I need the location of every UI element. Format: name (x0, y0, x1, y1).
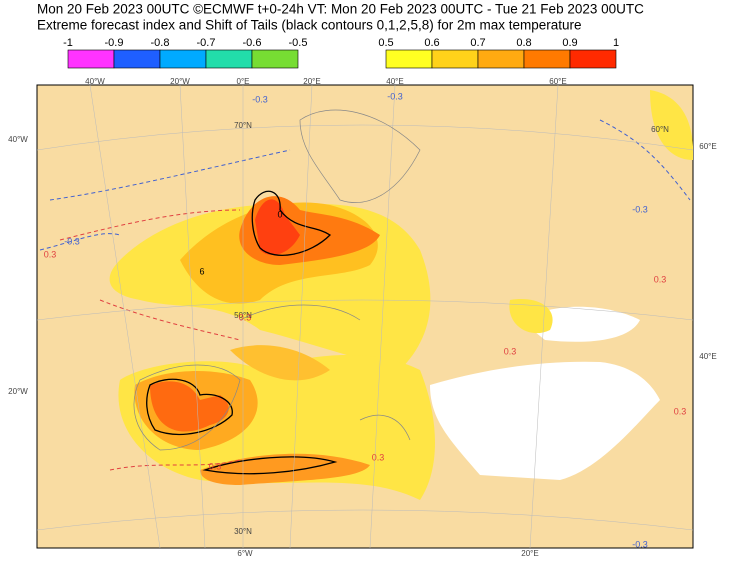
title: Mon 20 Feb 2023 00UTC ©ECMWF t+0-24h VT:… (37, 2, 644, 17)
coastline (133, 109, 421, 451)
contour-label: 0.3 (209, 461, 222, 471)
efi-dashed-contour (59, 209, 241, 471)
sot-contour (251, 190, 332, 256)
legend-label: -0.7 (197, 37, 216, 49)
legend-label: 0.5 (378, 37, 393, 49)
efi-dashed-contour (39, 119, 691, 251)
efi-area (150, 381, 229, 432)
contour-label: 0.3 (674, 406, 687, 416)
legend: -1 -0.9 -0.8 -0.7 -0.6 -0.5 0.5 0.6 0.7 0.8 0.9 1 (63, 37, 619, 69)
legend-label: -0.8 (151, 37, 170, 49)
subtitle: Extreme forecast index and Shift of Tail… (37, 18, 582, 33)
graticule-labels: 40°W 20°W 0°E 20°E 40°E 60°E 40°W 20°W 60°E 40°E 6… (8, 77, 717, 558)
legend-swatch (205, 49, 253, 69)
legend-label: -1 (63, 37, 73, 49)
legend-label: 1 (613, 37, 619, 49)
graticule-label: 40°E (699, 352, 716, 361)
contour-label: 0 (277, 209, 282, 219)
contour-label: 0.3 (44, 249, 57, 259)
legend-label: 0.6 (424, 37, 439, 49)
contour-label: -0.3 (632, 539, 648, 549)
legend-swatch (159, 49, 207, 69)
efi-area (230, 345, 330, 381)
graticule-label: 40°W (8, 135, 28, 144)
graticule-label: 20°W (8, 387, 28, 396)
sot-contour (146, 378, 233, 436)
legend-swatch (251, 49, 299, 69)
contour-label: -0.3 (252, 94, 268, 104)
graticule-label: 60°E (549, 77, 566, 86)
legend-swatch (477, 49, 525, 69)
contour-label: 0.3 (372, 452, 385, 462)
meridian (89, 85, 559, 548)
contour-label: -0.3 (632, 204, 648, 214)
sot-contour (202, 456, 338, 475)
graticule-label: 60°E (699, 142, 716, 151)
legend-label: 0.9 (562, 37, 577, 49)
legend-swatch (431, 49, 479, 69)
contour-label: 6 (199, 266, 204, 276)
efi-area (650, 90, 693, 160)
contour-label: 0.3 (654, 274, 667, 284)
legend-label: -0.6 (243, 37, 262, 49)
parallel (37, 124, 693, 531)
graticule-label: 20°W (170, 77, 190, 86)
map: 40°W 20°W 0°E 20°E 40°E 60°E 40°W 20°W 60°E 40°E 6… (8, 77, 717, 558)
legend-label: -0.9 (105, 37, 124, 49)
graticule-label: 20°E (303, 77, 320, 86)
graticule-label: 20°E (521, 549, 538, 558)
contour-labels: -0.3 -0.3 -0.3 0.3 0.3 0.3 -0.3 0.3 0.3 0.3 0.3 -0.… (44, 91, 687, 549)
contour-label: -0.3 (387, 91, 403, 101)
graticule-label: 6°W (237, 549, 253, 558)
legend-label: 0.7 (470, 37, 485, 49)
legend-label: -0.5 (289, 37, 308, 49)
graticule-label: 40°E (386, 77, 403, 86)
legend-swatch (113, 49, 161, 69)
graticule-label: 30°N (234, 527, 252, 536)
sea (430, 361, 660, 480)
graticule-label: 0°E (237, 77, 250, 86)
contour-label: 0.3 (239, 312, 252, 322)
graticule-label: 50°N (234, 311, 252, 320)
contour-label: -0.3 (64, 236, 80, 246)
graticule-label: 60°N (651, 125, 669, 134)
graticule-label: 70°N (234, 121, 252, 130)
legend-label: 0.8 (516, 37, 531, 49)
efi-area (255, 199, 300, 255)
contour-label: 0.3 (504, 346, 517, 356)
legend-swatch (67, 49, 115, 69)
legend-swatch (385, 49, 433, 69)
efi-area (200, 453, 370, 485)
legend-swatch (523, 49, 571, 69)
efi-area (509, 299, 553, 334)
graticule-label: 40°W (85, 77, 105, 86)
legend-swatch (569, 49, 617, 69)
